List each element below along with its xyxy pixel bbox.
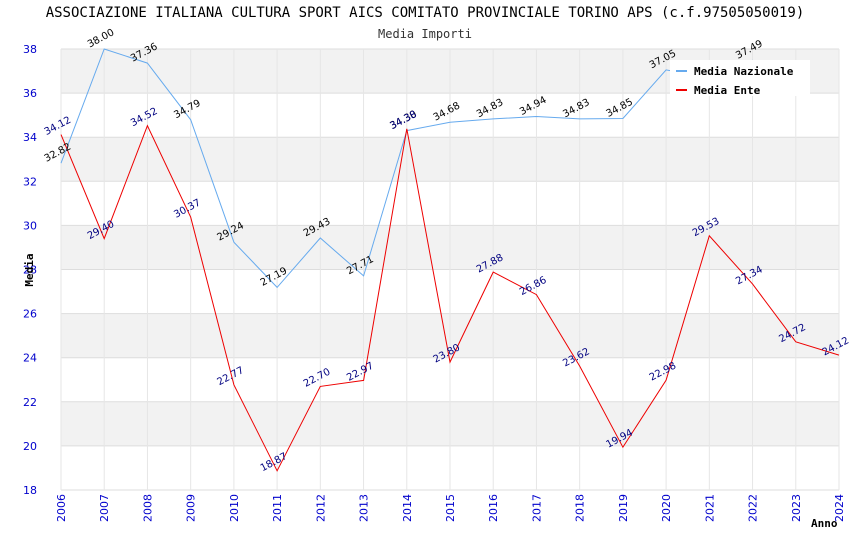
y-tick-label: 30	[23, 219, 37, 232]
data-label: 38.00	[86, 27, 116, 50]
legend-label: Media Ente	[694, 84, 761, 97]
y-tick-label: 34	[23, 131, 37, 144]
y-axis-label: Media	[23, 253, 36, 286]
legend-box	[670, 60, 810, 96]
x-tick-label: 2022	[747, 494, 760, 522]
x-tick-label: 2016	[487, 494, 500, 522]
x-tick-label: 2006	[55, 494, 68, 522]
y-tick-label: 28	[23, 264, 37, 277]
x-tick-label: 2007	[98, 494, 111, 522]
x-tick-label: 2010	[228, 494, 241, 522]
y-tick-label: 36	[23, 87, 37, 100]
x-tick-label: 2024	[833, 494, 846, 522]
chart-title: ASSOCIAZIONE ITALIANA CULTURA SPORT AICS…	[45, 5, 805, 21]
x-tick-label: 2015	[444, 494, 457, 522]
y-tick-label: 24	[23, 352, 37, 365]
chart-subtitle: Media Importi	[378, 27, 472, 41]
x-tick-label: 2020	[660, 494, 673, 522]
y-tick-label: 20	[23, 440, 37, 453]
x-tick-label: 2021	[703, 494, 716, 522]
x-tick-label: 2008	[141, 494, 154, 522]
x-tick-label: 2019	[617, 494, 630, 522]
y-tick-label: 32	[23, 175, 37, 188]
y-tick-label: 18	[23, 484, 37, 497]
legend-label: Media Nazionale	[694, 65, 794, 78]
series-line	[60, 124, 840, 472]
x-tick-label: 2012	[314, 494, 327, 522]
x-tick-label: 2011	[271, 494, 284, 522]
x-tick-label: 2023	[790, 494, 803, 522]
y-tick-label: 26	[23, 308, 37, 321]
x-tick-label: 2013	[358, 494, 371, 522]
x-axis-label: Anno	[811, 517, 838, 530]
x-tick-label: 2014	[401, 494, 414, 522]
x-tick-label: 2018	[574, 494, 587, 522]
y-tick-label: 38	[23, 43, 37, 56]
x-tick-label: 2009	[185, 494, 198, 522]
x-tick-label: 2017	[530, 494, 543, 522]
y-tick-label: 22	[23, 396, 37, 409]
